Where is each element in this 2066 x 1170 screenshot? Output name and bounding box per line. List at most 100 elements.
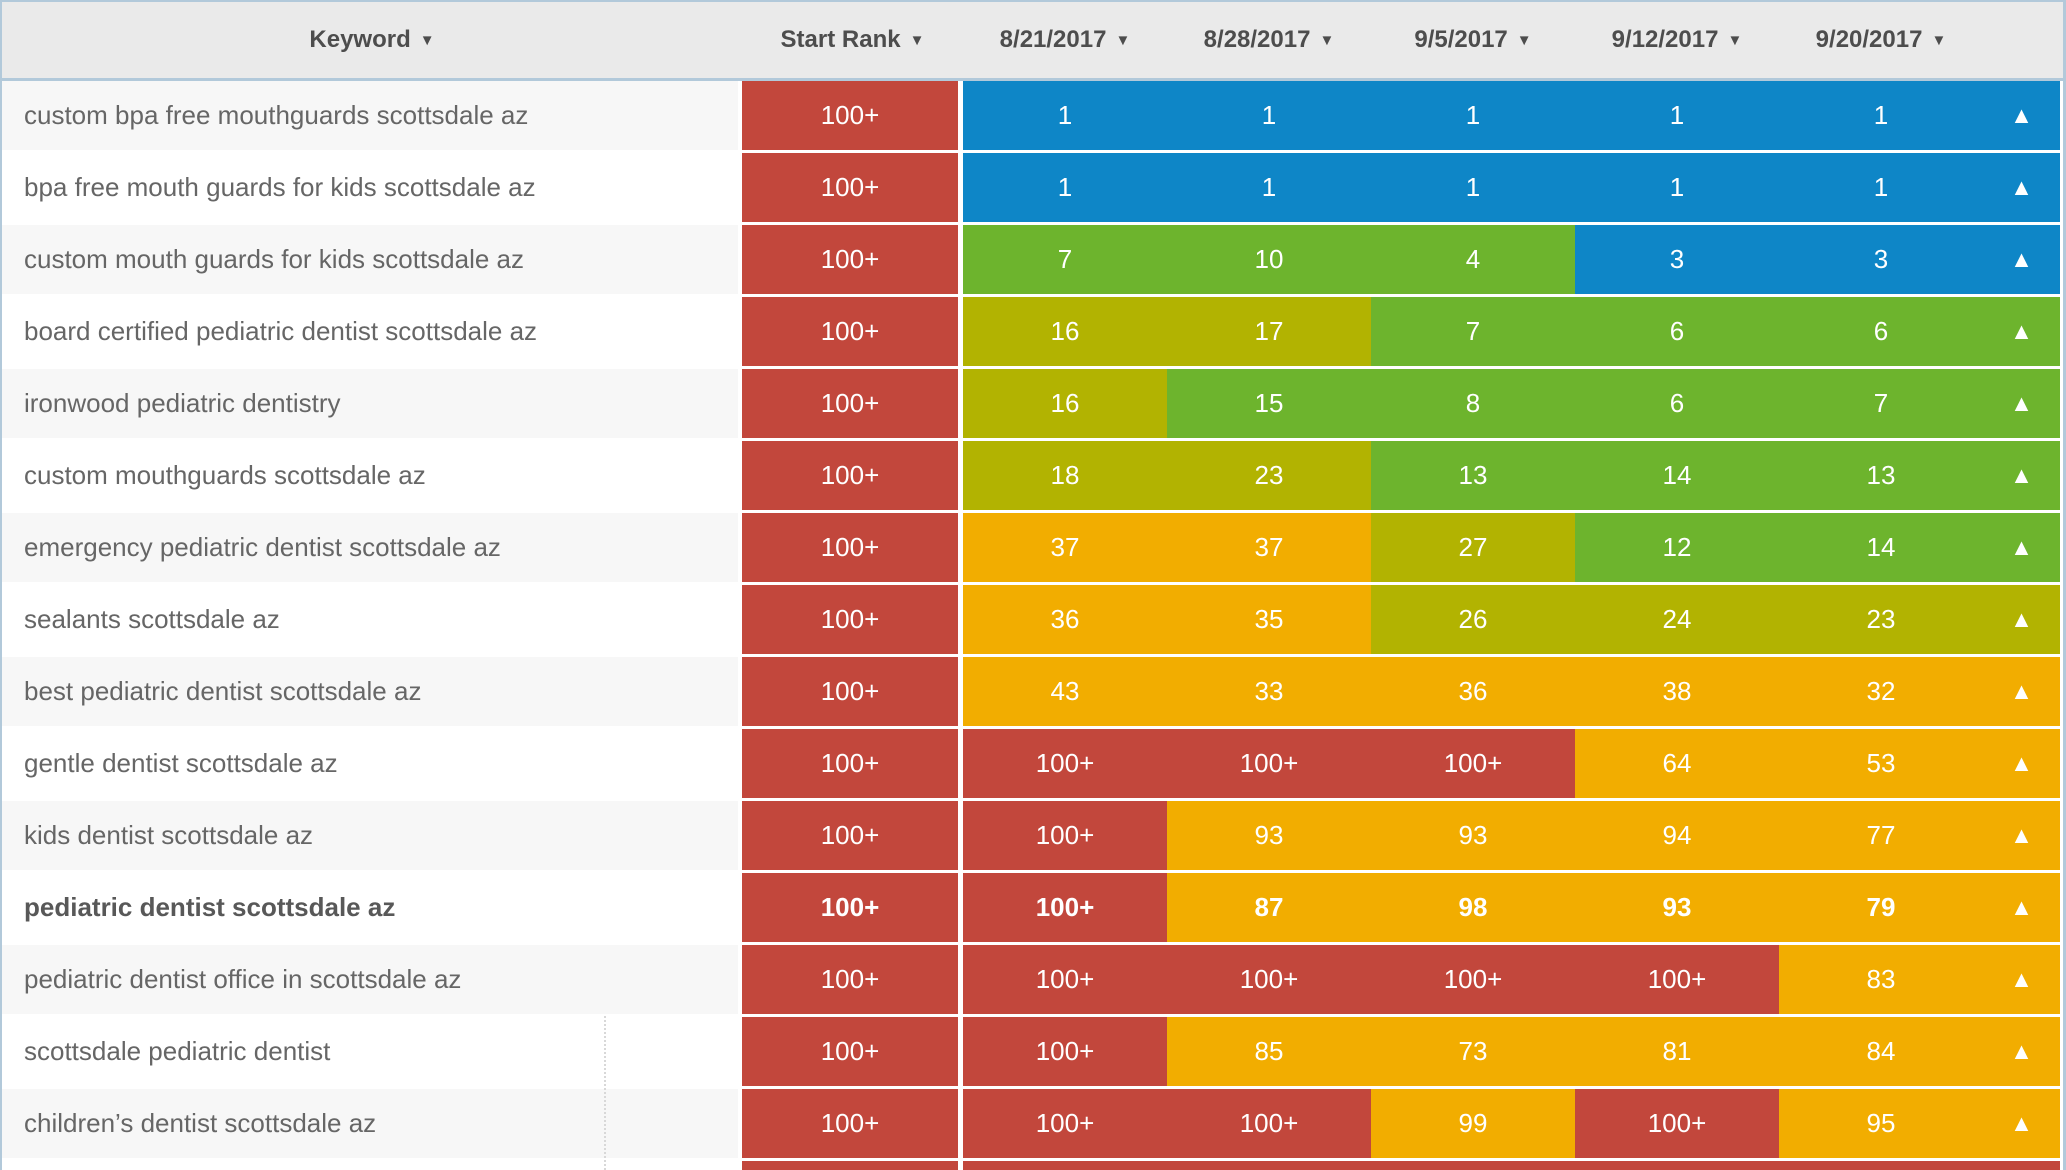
start-rank-cell: 100+ bbox=[742, 729, 958, 798]
trend-up-icon: ▲ bbox=[2010, 246, 2033, 272]
rank-cell: 100+ bbox=[1167, 729, 1371, 798]
rank-cell bbox=[1167, 1161, 1371, 1170]
table-header: Keyword ▼ Start Rank ▼ 8/21/2017 ▼ 8/28/2017 ▼ 9… bbox=[2, 2, 2063, 81]
trend-up-icon: ▲ bbox=[2010, 822, 2033, 848]
keyword-cell[interactable]: custom mouthguards scottsdale az bbox=[2, 441, 738, 510]
table-row[interactable]: gentle dentist scottsdale az 100+ 100+ 100+… bbox=[2, 729, 2063, 798]
rank-cell: 100+ bbox=[1575, 945, 1779, 1014]
rank-cell: 35 bbox=[1167, 585, 1371, 654]
sort-descending-icon: ▼ bbox=[909, 31, 925, 49]
rank-cell bbox=[1575, 1161, 1779, 1170]
keyword-cell[interactable]: bpa free mouth guards for kids scottsdal… bbox=[2, 153, 738, 222]
keyword-cell[interactable]: kids dentist scottsdale az bbox=[2, 801, 738, 870]
table-row[interactable]: best pediatric dentist scottsdale az 100+… bbox=[2, 657, 2063, 726]
table-row[interactable]: pediatric dentist scottsdale az 100+ 100+ 8… bbox=[2, 873, 2063, 942]
table-row[interactable]: board certified pediatric dentist scotts… bbox=[2, 297, 2063, 366]
rank-cell: 37 bbox=[963, 513, 1167, 582]
sort-descending-icon: ▼ bbox=[1115, 31, 1131, 49]
trend-cell: ▲ bbox=[1983, 1017, 2060, 1086]
rank-cell: 100+ bbox=[1371, 945, 1575, 1014]
keyword-cell[interactable]: pediatric dentist scottsdale az bbox=[2, 873, 738, 942]
trend-up-icon: ▲ bbox=[2010, 894, 2033, 920]
rank-cell: 93 bbox=[1167, 801, 1371, 870]
column-header-9-20-2017[interactable]: 9/20/2017 ▼ bbox=[1779, 26, 1983, 54]
rank-cell: 14 bbox=[1575, 441, 1779, 510]
keyword-cell[interactable] bbox=[2, 1161, 738, 1170]
rank-cell: 18 bbox=[963, 441, 1167, 510]
column-header-9-5-2017[interactable]: 9/5/2017 ▼ bbox=[1371, 26, 1575, 54]
trend-up-icon: ▲ bbox=[2010, 534, 2033, 560]
rank-cell: 23 bbox=[1779, 585, 1983, 654]
keyword-cell[interactable]: emergency pediatric dentist scottsdale a… bbox=[2, 513, 738, 582]
start-rank-cell: 100+ bbox=[742, 297, 958, 366]
column-header-8-21-2017[interactable]: 8/21/2017 ▼ bbox=[963, 26, 1167, 54]
start-rank-cell: 100+ bbox=[742, 1089, 958, 1158]
start-rank-cell: 100+ bbox=[742, 153, 958, 222]
table-row[interactable]: custom mouth guards for kids scottsdale … bbox=[2, 225, 2063, 294]
keyword-cell[interactable]: best pediatric dentist scottsdale az bbox=[2, 657, 738, 726]
table-row[interactable]: children’s dentist scottsdale az 100+ 100+… bbox=[2, 1089, 2063, 1158]
rank-cell: 37 bbox=[1167, 513, 1371, 582]
rank-cell: 15 bbox=[1167, 369, 1371, 438]
rank-cell: 1 bbox=[963, 81, 1167, 150]
trend-up-icon: ▲ bbox=[2010, 174, 2033, 200]
table-row[interactable]: custom bpa free mouthguards scottsdale a… bbox=[2, 81, 2063, 150]
column-header-8-28-2017[interactable]: 8/28/2017 ▼ bbox=[1167, 26, 1371, 54]
column-header-9-12-2017[interactable]: 9/12/2017 ▼ bbox=[1575, 26, 1779, 54]
table-row[interactable]: sealants scottsdale az 100+ 36 35 26 24 23 ▲ bbox=[2, 585, 2063, 654]
start-rank-cell: 100+ bbox=[742, 81, 958, 150]
rank-cell: 27 bbox=[1371, 513, 1575, 582]
keyword-cell[interactable]: custom bpa free mouthguards scottsdale a… bbox=[2, 81, 738, 150]
column-header-start-rank[interactable]: Start Rank ▼ bbox=[742, 26, 963, 54]
rank-cell: 100+ bbox=[1167, 945, 1371, 1014]
keyword-cell[interactable]: sealants scottsdale az bbox=[2, 585, 738, 654]
keyword-cell[interactable]: ironwood pediatric dentistry bbox=[2, 369, 738, 438]
column-header-keyword[interactable]: Keyword ▼ bbox=[2, 26, 742, 54]
trend-up-icon: ▲ bbox=[2010, 1038, 2033, 1064]
rank-cell: 87 bbox=[1167, 873, 1371, 942]
rank-cell bbox=[1779, 1161, 1983, 1170]
rank-cell: 8 bbox=[1371, 369, 1575, 438]
table-row-partial[interactable] bbox=[2, 1161, 2063, 1170]
rank-cell: 79 bbox=[1779, 873, 1983, 942]
table-row[interactable]: bpa free mouth guards for kids scottsdal… bbox=[2, 153, 2063, 222]
trend-cell: ▲ bbox=[1983, 513, 2060, 582]
keyword-cell[interactable]: children’s dentist scottsdale az bbox=[2, 1089, 738, 1158]
column-header-label: 9/20/2017 bbox=[1815, 26, 1923, 53]
trend-cell: ▲ bbox=[1983, 873, 2060, 942]
column-header-label: 8/21/2017 bbox=[999, 26, 1107, 53]
keyword-cell[interactable]: gentle dentist scottsdale az bbox=[2, 729, 738, 798]
trend-cell: ▲ bbox=[1983, 225, 2060, 294]
keyword-cell[interactable]: scottsdale pediatric dentist bbox=[2, 1017, 738, 1086]
trend-cell: ▲ bbox=[1983, 81, 2060, 150]
rank-cell: 81 bbox=[1575, 1017, 1779, 1086]
keyword-cell[interactable]: pediatric dentist office in scottsdale a… bbox=[2, 945, 738, 1014]
rank-cell: 98 bbox=[1371, 873, 1575, 942]
table-row[interactable]: custom mouthguards scottsdale az 100+ 18 23… bbox=[2, 441, 2063, 510]
rank-cell: 93 bbox=[1371, 801, 1575, 870]
rank-cell: 6 bbox=[1575, 369, 1779, 438]
column-header-label: Keyword bbox=[309, 26, 411, 53]
start-rank-cell: 100+ bbox=[742, 801, 958, 870]
table-row[interactable]: kids dentist scottsdale az 100+ 100+ 93 93 94… bbox=[2, 801, 2063, 870]
start-rank-cell: 100+ bbox=[742, 945, 958, 1014]
table-row[interactable]: pediatric dentist office in scottsdale a… bbox=[2, 945, 2063, 1014]
rank-cell: 64 bbox=[1575, 729, 1779, 798]
rank-cell: 3 bbox=[1575, 225, 1779, 294]
table-row[interactable]: scottsdale pediatric dentist 100+ 100+ 85 73… bbox=[2, 1017, 2063, 1086]
keyword-cell[interactable]: custom mouth guards for kids scottsdale … bbox=[2, 225, 738, 294]
rank-cell: 1 bbox=[1575, 153, 1779, 222]
trend-up-icon: ▲ bbox=[2010, 1110, 2033, 1136]
start-rank-cell: 100+ bbox=[742, 873, 958, 942]
rank-cell: 7 bbox=[963, 225, 1167, 294]
rank-cell: 12 bbox=[1575, 513, 1779, 582]
sort-descending-icon: ▼ bbox=[1516, 31, 1532, 49]
rank-cell: 1 bbox=[963, 153, 1167, 222]
table-row[interactable]: emergency pediatric dentist scottsdale a… bbox=[2, 513, 2063, 582]
rank-cell: 100+ bbox=[963, 1017, 1167, 1086]
rank-cell: 100+ bbox=[963, 801, 1167, 870]
start-rank-cell: 100+ bbox=[742, 585, 958, 654]
table-row[interactable]: ironwood pediatric dentistry 100+ 16 15 8 6 7 ▲ bbox=[2, 369, 2063, 438]
trend-cell: ▲ bbox=[1983, 585, 2060, 654]
keyword-cell[interactable]: board certified pediatric dentist scotts… bbox=[2, 297, 738, 366]
